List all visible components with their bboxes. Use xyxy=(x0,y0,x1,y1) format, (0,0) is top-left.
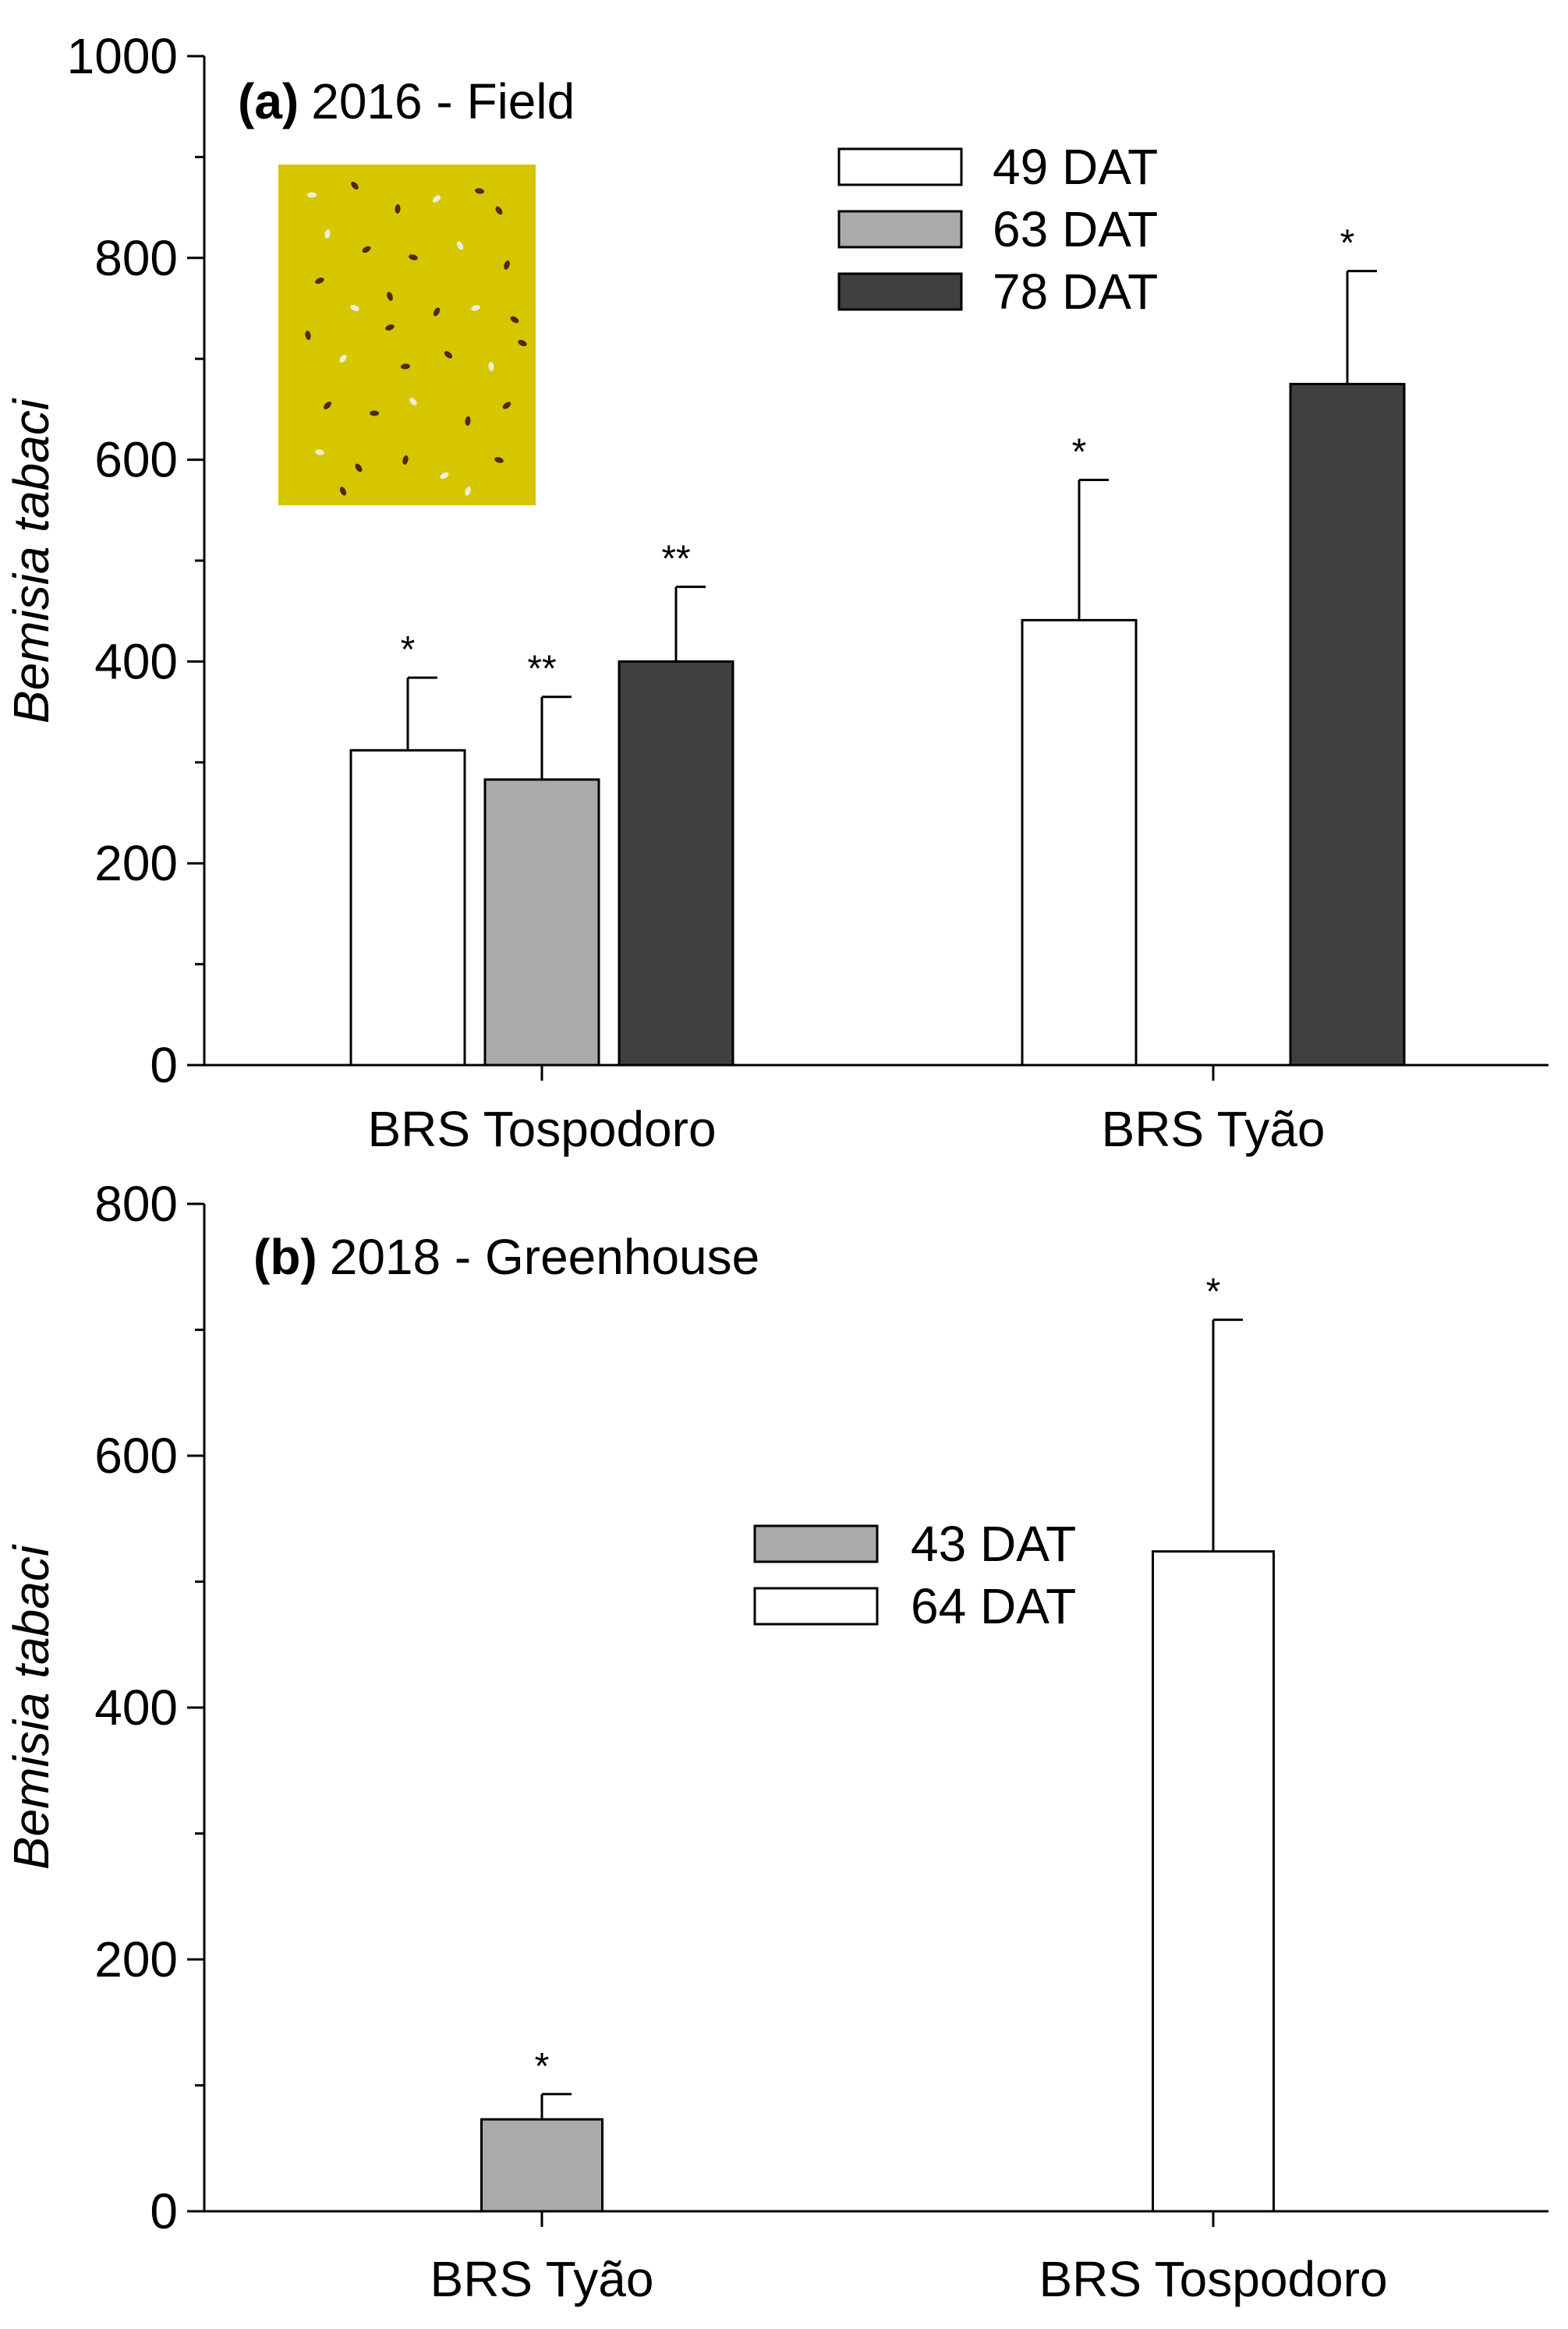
category-label-brs-tospodoro: BRS Tospodoro xyxy=(1039,2251,1387,2307)
panel-a-y-tick-label: 1000 xyxy=(67,28,178,84)
whitefly-speck xyxy=(307,192,317,198)
whitefly-speck xyxy=(475,188,484,194)
whitefly-speck xyxy=(339,354,347,363)
whitefly-speck xyxy=(465,487,471,496)
whitefly-speck xyxy=(433,307,441,317)
panel-b-y-tick-label: 800 xyxy=(94,1176,178,1232)
panel-a-title-line: (a) 2016 - Field xyxy=(238,73,575,129)
legend-swatch-64-dat xyxy=(753,1587,879,1626)
panel-a-x-ticks: BRS Tospodoro BRS Tyão xyxy=(367,1065,1325,1157)
whitefly-speck xyxy=(324,402,331,409)
category-label-brs-ty-o: BRS Tyão xyxy=(430,2251,654,2307)
whitefly-speck xyxy=(488,362,494,371)
whitefly-speck xyxy=(502,402,511,409)
panel-b-legend: 43 DAT 64 DAT xyxy=(753,1516,1076,1634)
panel-b-y-tick-label: 400 xyxy=(94,1679,178,1736)
category-label-brs-ty-o: BRS Tyão xyxy=(1102,1101,1326,1157)
whitefly-speck xyxy=(362,246,371,253)
whitefly-specks xyxy=(305,182,527,496)
whitefly-speck xyxy=(339,487,347,496)
panel-a-y-tick-label: 600 xyxy=(94,432,178,488)
bar-43-dat-brs-ty-o xyxy=(480,2118,603,2213)
panel-a-title: 2016 - Field xyxy=(311,73,575,129)
legend-swatch-49-dat xyxy=(837,147,963,186)
whitefly-speck xyxy=(495,206,503,215)
legend-label-49-dat: 49 DAT xyxy=(993,139,1158,195)
whitefly-speck xyxy=(444,351,453,359)
panel-b-label: (b) xyxy=(253,1229,317,1285)
whitefly-speck xyxy=(440,472,449,480)
panel-b-y-ticks: 0 200 400 600 800 xyxy=(94,1176,204,2239)
whitefly-speck xyxy=(370,410,379,416)
panel-a-y-tick-label: 0 xyxy=(150,1037,178,1093)
panel-b-title: 2018 - Greenhouse xyxy=(330,1229,760,1285)
whitefly-speck xyxy=(315,278,324,284)
legend-swatch-43-dat xyxy=(753,1524,879,1563)
significance-marker: * xyxy=(1072,431,1087,473)
legend-swatch-78-dat xyxy=(837,272,963,311)
whitefly-speck xyxy=(387,292,393,301)
panel-b-y-tick-label: 600 xyxy=(94,1428,178,1484)
whitefly-speck xyxy=(471,305,480,311)
sticky-trap-photo xyxy=(278,165,536,505)
panel-a-y-ticks: 0 200 400 600 800 1000 xyxy=(67,28,204,1093)
whitefly-speck xyxy=(504,260,510,270)
whitefly-speck xyxy=(401,363,410,370)
legend-label-63-dat: 63 DAT xyxy=(993,201,1158,257)
panel-a-y-tick-label: 200 xyxy=(94,835,178,891)
legend-label-64-dat: 64 DAT xyxy=(911,1578,1076,1634)
whitefly-speck xyxy=(350,304,359,312)
whitefly-speck xyxy=(409,254,418,260)
whitefly-speck xyxy=(385,324,395,331)
panel-a-legend: 49 DAT 63 DAT 78 DAT xyxy=(837,139,1158,320)
legend-swatch-63-dat xyxy=(837,210,963,249)
bar-49-dat-brs-tospodoro xyxy=(349,749,466,1067)
panel-b-title-line: (b) 2018 - Greenhouse xyxy=(253,1229,759,1285)
significance-marker: * xyxy=(535,2046,550,2087)
panel-b-marks: ** xyxy=(480,1272,1275,2213)
whitefly-speck xyxy=(409,397,417,406)
panel-a-label: (a) xyxy=(238,73,299,129)
whitefly-speck xyxy=(518,339,527,347)
whitefly-speck xyxy=(355,463,363,473)
bar-64-dat-brs-tospodoro xyxy=(1152,1550,1275,2213)
panel-a-y-tick-label: 800 xyxy=(94,230,178,286)
panel-b-x-ticks: BRS Tyão BRS Tospodoro xyxy=(430,2211,1388,2307)
legend-label-43-dat: 43 DAT xyxy=(911,1516,1076,1572)
whitefly-speck xyxy=(395,204,401,214)
significance-marker: * xyxy=(1206,1272,1221,1313)
category-label-brs-tospodoro: BRS Tospodoro xyxy=(367,1101,716,1157)
whitefly-speck xyxy=(315,449,324,455)
whitefly-speck xyxy=(351,182,359,189)
whitefly-speck xyxy=(456,241,464,250)
whitefly-speck xyxy=(494,457,504,463)
whitefly-speck xyxy=(324,229,331,239)
panel-b-y-tick-label: 200 xyxy=(94,1931,178,1987)
significance-marker: ** xyxy=(661,539,690,580)
whitefly-speck xyxy=(402,455,409,465)
bar-63-dat-brs-tospodoro xyxy=(483,778,600,1067)
whitefly-speck xyxy=(465,416,471,426)
panel-b-y-axis-label: Bemisia tabaci xyxy=(3,1544,59,1870)
legend-label-78-dat: 78 DAT xyxy=(993,264,1158,320)
bar-49-dat-brs-ty-o xyxy=(1021,618,1138,1067)
significance-marker: * xyxy=(401,629,416,671)
bar-78-dat-brs-ty-o xyxy=(1289,383,1406,1067)
panel-a-y-axis-label: Bemisia tabaci xyxy=(3,398,59,724)
whitefly-speck xyxy=(510,316,519,324)
whitefly-speck xyxy=(432,195,441,203)
significance-marker: * xyxy=(1340,223,1355,264)
whitefly-speck xyxy=(305,331,311,340)
panel-b-y-tick-label: 0 xyxy=(150,2183,178,2239)
significance-marker: ** xyxy=(527,649,556,690)
bar-78-dat-brs-tospodoro xyxy=(618,660,734,1067)
panel-a-y-tick-label: 400 xyxy=(94,633,178,689)
